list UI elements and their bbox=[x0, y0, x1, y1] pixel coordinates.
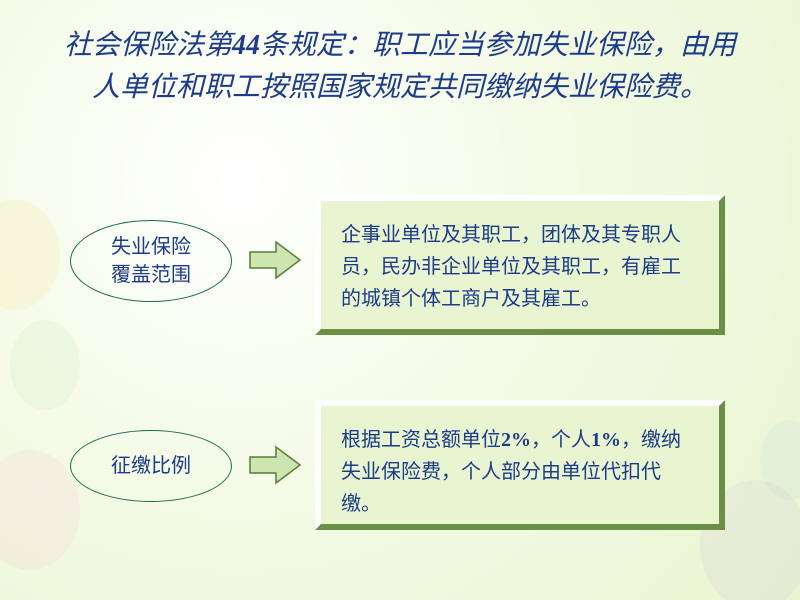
label-coverage: 失业保险 覆盖范围 bbox=[70, 220, 232, 302]
balloon bbox=[10, 320, 80, 410]
content-text: ，个人 bbox=[531, 429, 591, 451]
balloon bbox=[0, 200, 60, 310]
label-text: 征缴比例 bbox=[111, 452, 191, 480]
label-ratio: 征缴比例 bbox=[70, 430, 232, 502]
title-prefix: 社会保险法第 bbox=[64, 30, 232, 61]
content-number: 1% bbox=[591, 429, 621, 451]
slide-title: 社会保险法第44条规定：职工应当参加失业保险，由用人单位和职工按照国家规定共同缴… bbox=[60, 25, 740, 109]
arrow-icon bbox=[248, 240, 303, 280]
arrow-icon bbox=[248, 445, 303, 485]
label-text: 失业保险 覆盖范围 bbox=[111, 233, 191, 289]
content-ratio: 根据工资总额单位2%，个人1%，缴纳失业保险费，个人部分由单位代扣代缴。 bbox=[315, 400, 725, 530]
content-number: 2% bbox=[501, 429, 531, 451]
title-number: 44 bbox=[232, 30, 260, 61]
content-coverage: 企事业单位及其职工，团体及其专职人员，民办非企业单位及其职工，有雇工的城镇个体工… bbox=[315, 195, 725, 335]
balloon bbox=[0, 450, 80, 570]
content-text: 企事业单位及其职工，团体及其专职人员，民办非企业单位及其职工，有雇工的城镇个体工… bbox=[341, 224, 681, 310]
content-text: 根据工资总额单位 bbox=[341, 429, 501, 451]
